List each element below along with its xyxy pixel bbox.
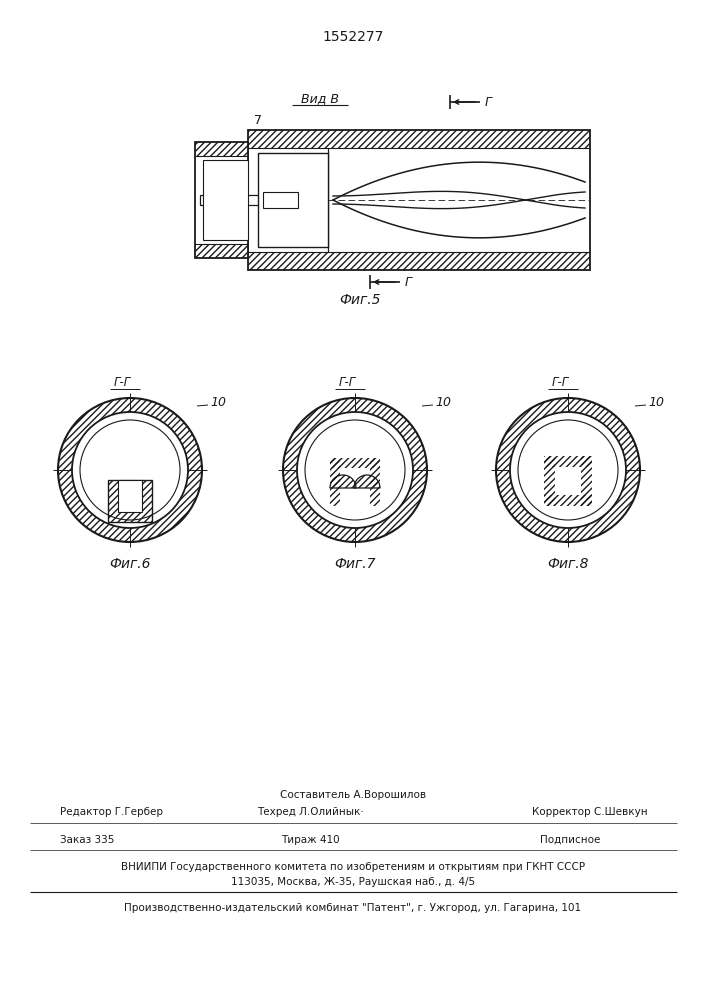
Text: Вид В: Вид В	[301, 92, 339, 105]
Text: Подписное: Подписное	[540, 835, 600, 845]
Bar	[544, 495, 592, 506]
Text: 10: 10	[648, 396, 664, 410]
Text: ВНИИПИ Государственного комитета по изобретениям и открытиям при ГКНТ СССР: ВНИИПИ Государственного комитета по изоб…	[121, 862, 585, 872]
Text: Фиг.5: Фиг.5	[339, 293, 381, 307]
Text: Фиг.6: Фиг.6	[110, 557, 151, 571]
Text: Г-Г: Г-Г	[551, 375, 568, 388]
Bar	[544, 456, 555, 506]
Circle shape	[496, 398, 640, 542]
Text: Составитель А.Ворошилов: Составитель А.Ворошилов	[280, 790, 426, 800]
Text: 10: 10	[435, 396, 451, 410]
Text: 7: 7	[375, 491, 383, 504]
Circle shape	[297, 412, 413, 528]
Circle shape	[80, 420, 180, 520]
Bar	[544, 456, 592, 467]
Bar	[195, 244, 248, 258]
Bar	[248, 130, 590, 270]
Bar	[118, 480, 142, 512]
Circle shape	[510, 412, 626, 528]
Text: Г-Г: Г-Г	[339, 375, 356, 388]
Text: Редактор Г.Гербер: Редактор Г.Гербер	[60, 807, 163, 817]
Text: Корректор С.Шевкун: Корректор С.Шевкун	[532, 807, 648, 817]
Text: Г: Г	[484, 96, 491, 108]
Bar	[370, 458, 380, 506]
Circle shape	[518, 420, 618, 520]
Text: Г: Г	[404, 275, 411, 288]
Circle shape	[58, 398, 202, 542]
Text: 113035, Москва, Ж-35, Раушская наб., д. 4/5: 113035, Москва, Ж-35, Раушская наб., д. …	[231, 877, 475, 887]
Text: Производственно-издательский комбинат "Патент", г. Ужгород, ул. Гагарина, 101: Производственно-издательский комбинат "П…	[124, 903, 582, 913]
Text: Техред Л.Олийнык·: Техред Л.Олийнык·	[257, 807, 363, 817]
Bar	[108, 480, 152, 522]
Bar	[203, 160, 248, 240]
Text: 7: 7	[254, 113, 262, 126]
Bar	[200, 195, 308, 205]
Bar	[263, 192, 298, 208]
Circle shape	[72, 412, 188, 528]
Bar	[581, 456, 592, 506]
Bar	[330, 458, 340, 506]
Text: Заказ 335: Заказ 335	[60, 835, 115, 845]
Text: Г-Г: Г-Г	[113, 375, 131, 388]
Circle shape	[283, 398, 427, 542]
Bar	[248, 252, 590, 270]
Text: 7: 7	[165, 493, 173, 506]
Bar	[195, 142, 248, 156]
Text: 1552277: 1552277	[322, 30, 384, 44]
Text: 10: 10	[210, 396, 226, 410]
Text: Фиг.7: Фиг.7	[334, 557, 375, 571]
Bar	[330, 458, 380, 468]
Bar	[195, 142, 248, 258]
Bar	[108, 480, 152, 522]
Bar	[258, 153, 328, 247]
Circle shape	[305, 420, 405, 520]
Text: Тираж 410: Тираж 410	[281, 835, 339, 845]
Bar	[248, 130, 590, 148]
Text: 7: 7	[606, 468, 614, 482]
Text: Фиг.8: Фиг.8	[547, 557, 589, 571]
